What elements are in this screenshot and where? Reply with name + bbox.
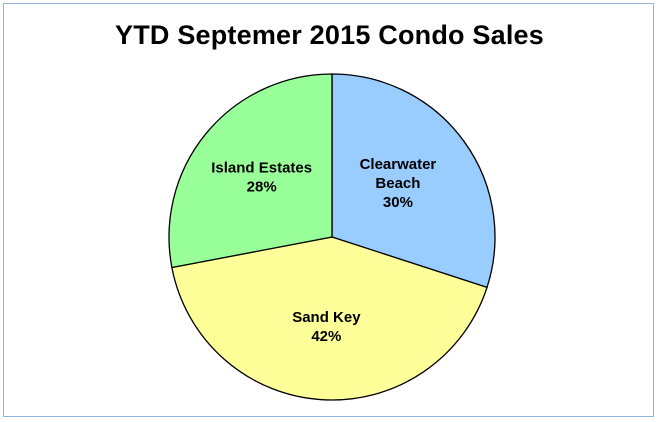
pie-slice-sand-key <box>171 236 488 401</box>
slice-name-label: Island Estates <box>211 159 312 176</box>
slice-percent-label: 28% <box>247 178 277 195</box>
slice-label-group: Island Estates 28% <box>211 159 312 195</box>
slice-name-label: Sand Key <box>292 309 361 326</box>
slice-percent-label: 30% <box>383 194 413 211</box>
slice-name-label: Clearwater <box>360 156 437 173</box>
chart-title: YTD Septemer 2015 Condo Sales <box>115 20 544 50</box>
slice-name-label: Beach <box>375 175 420 192</box>
pie-slice-island-estates <box>168 73 333 269</box>
pie-slice-clearwater-beach <box>331 73 496 289</box>
slice-label-group: Sand Key 42% <box>292 309 361 345</box>
slice-percent-label: 42% <box>311 328 341 345</box>
slice-label-group: Clearwater Beach 30% <box>360 156 437 211</box>
